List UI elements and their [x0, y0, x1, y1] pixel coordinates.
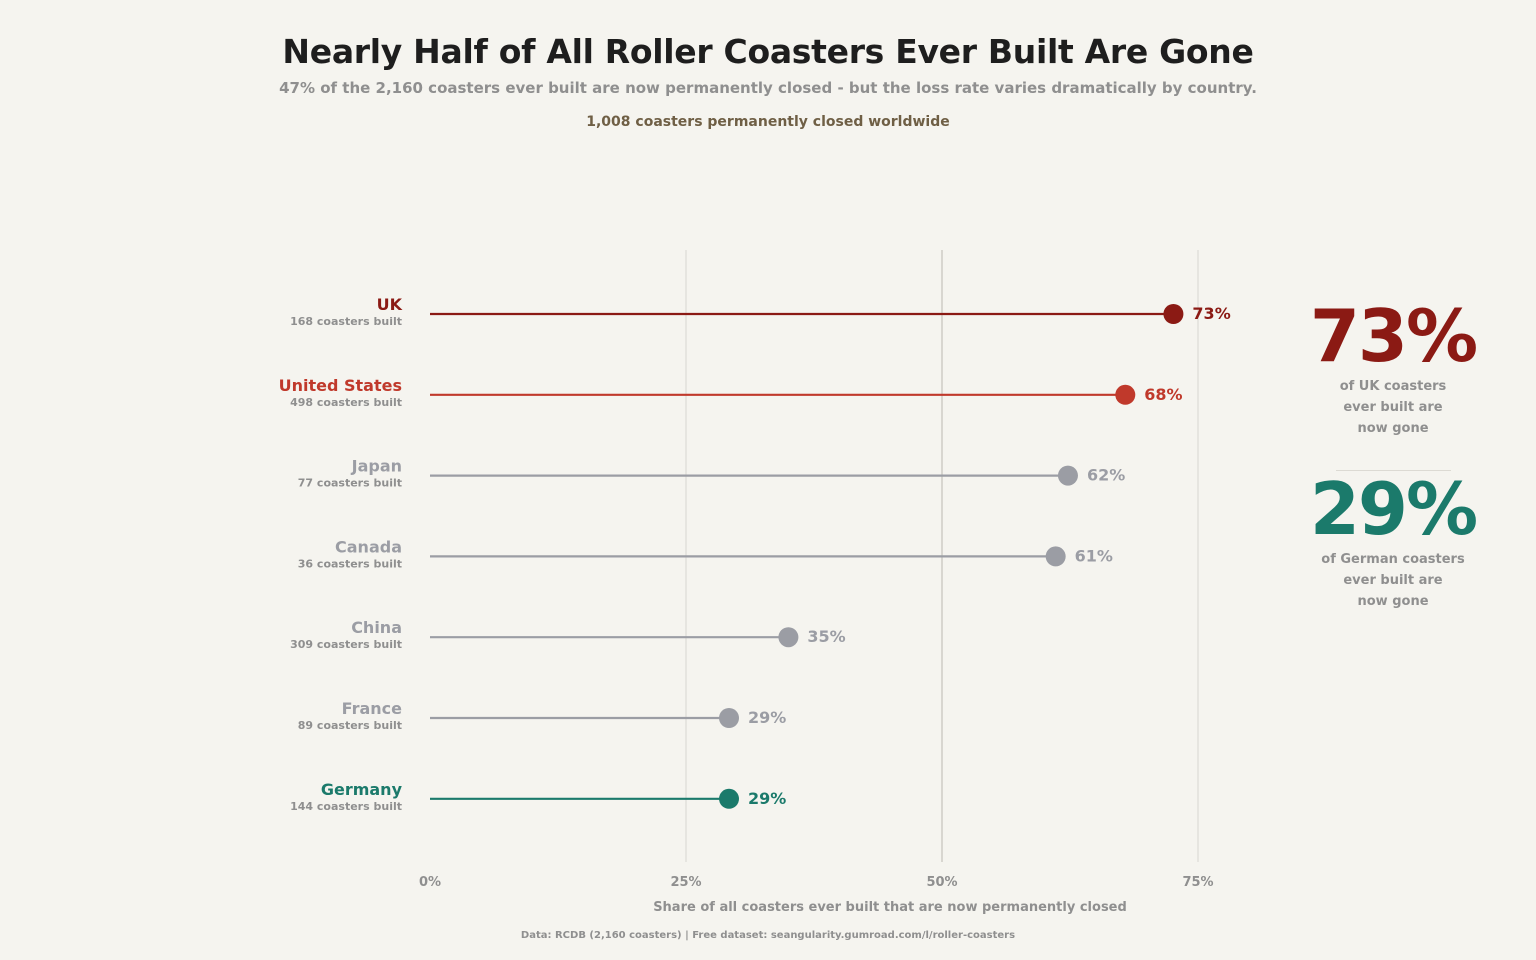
caption-line: ever built are: [1343, 573, 1443, 588]
country-label: UK: [377, 295, 403, 314]
callout-divider: [1336, 470, 1451, 471]
country-label: Germany: [321, 780, 403, 799]
caption-line: now gone: [1357, 594, 1429, 609]
x-tick-label: 25%: [670, 875, 701, 890]
value-label: 73%: [1192, 304, 1230, 323]
coasters-built-label: 89 coasters built: [298, 719, 402, 732]
callout-uk-caption: of UK coasters ever built are now gone: [1293, 376, 1493, 439]
chart-subtitle: 47% of the 2,160 coasters ever built are…: [279, 79, 1257, 97]
caption-line: of UK coasters: [1339, 379, 1447, 394]
lollipop-dot: [778, 627, 799, 648]
value-label: 61%: [1075, 546, 1113, 565]
source-note: Data: RCDB (2,160 coasters) | Free datas…: [520, 930, 1016, 941]
country-label: China: [351, 618, 402, 637]
lollipop-dot: [1045, 546, 1066, 567]
lollipop-dot: [719, 788, 740, 809]
value-label: 29%: [748, 708, 786, 727]
callout-germany-value: 29%: [1309, 467, 1478, 551]
coasters-built-label: 309 coasters built: [290, 638, 402, 651]
lollipop-dot: [1163, 304, 1184, 324]
coasters-built-label: 144 coasters built: [290, 800, 402, 813]
x-tick-label: 75%: [1182, 875, 1213, 890]
country-label: Japan: [351, 457, 402, 476]
coasters-built-label: 36 coasters built: [298, 557, 402, 570]
caption-line: of German coasters: [1321, 552, 1465, 567]
highlight-stat: 1,008 coasters permanently closed worldw…: [586, 114, 950, 130]
country-label: United States: [279, 376, 402, 395]
x-tick-label: 50%: [926, 875, 957, 890]
x-tick-label: 0%: [419, 875, 441, 890]
x-axis-label: Share of all coasters ever built that ar…: [653, 900, 1127, 915]
caption-line: now gone: [1357, 421, 1429, 436]
value-label: 35%: [807, 627, 845, 646]
callout-germany-caption: of German coasters ever built are now go…: [1293, 549, 1493, 612]
callout-uk-value: 73%: [1309, 294, 1478, 378]
coasters-built-label: 168 coasters built: [290, 315, 402, 328]
chart-title: Nearly Half of All Roller Coasters Ever …: [282, 32, 1254, 71]
value-label: 29%: [748, 789, 786, 808]
country-label: Canada: [335, 537, 402, 556]
caption-line: ever built are: [1343, 400, 1443, 415]
lollipop-dot: [1115, 384, 1136, 405]
lollipop-dot: [719, 708, 740, 728]
value-label: 62%: [1087, 466, 1125, 485]
lollipop-dot: [1057, 465, 1078, 486]
value-label: 68%: [1144, 385, 1182, 404]
coasters-built-label: 77 coasters built: [298, 477, 402, 490]
coasters-built-label: 498 coasters built: [290, 396, 402, 409]
country-label: France: [342, 699, 402, 718]
